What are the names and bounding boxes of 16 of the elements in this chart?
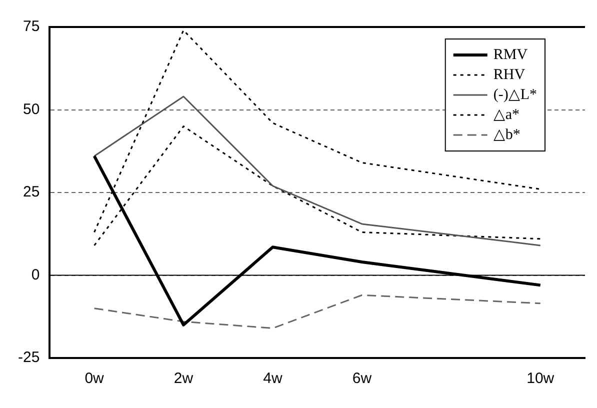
line-series bbox=[94, 294, 542, 329]
x-tick-label: 2w bbox=[174, 370, 194, 388]
x-tick-label: 4w bbox=[263, 370, 282, 388]
y-tick-label: -25 bbox=[18, 349, 40, 366]
legend-label: △b* bbox=[493, 126, 520, 143]
y-tick-label: 25 bbox=[22, 184, 40, 201]
y-tick-label: 0 bbox=[31, 266, 40, 284]
y-tick-label: 75 bbox=[22, 18, 40, 36]
legend-label: (-)△L* bbox=[493, 86, 538, 103]
x-tick-label: 6w bbox=[352, 370, 372, 388]
x-tick-label: 10w bbox=[526, 370, 554, 388]
x-tick-label: 0w bbox=[84, 370, 104, 388]
y-tick-label: 50 bbox=[22, 100, 40, 118]
legend-label: △a* bbox=[493, 106, 520, 123]
legend-label: RHV bbox=[493, 66, 526, 83]
legend-label: RMV bbox=[493, 46, 528, 63]
